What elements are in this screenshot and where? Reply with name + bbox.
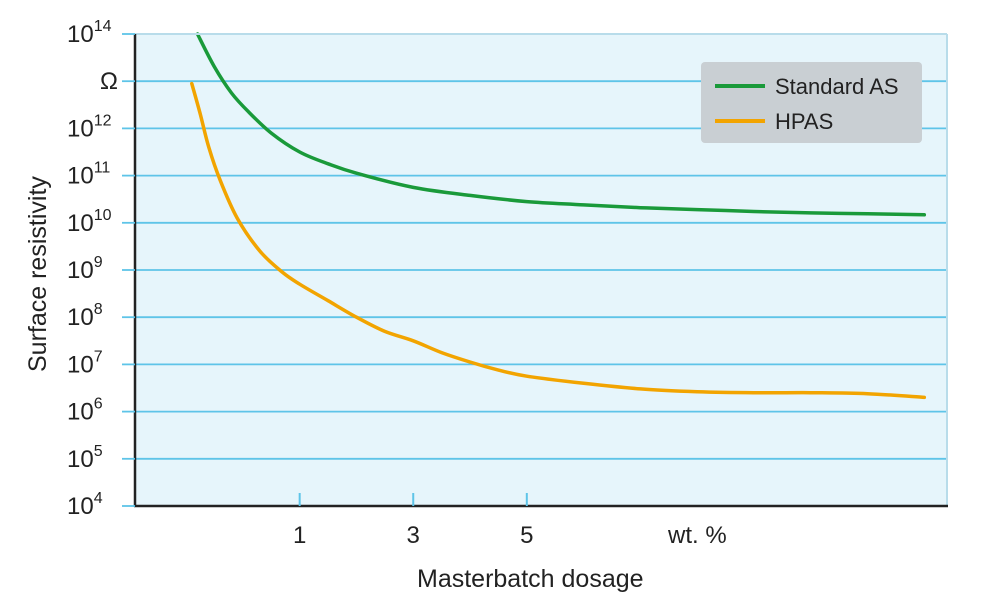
y-tick-label: 1011 bbox=[67, 160, 110, 190]
x-tick-label: 1 bbox=[293, 522, 306, 549]
y-tick-label: 1014 bbox=[67, 18, 112, 48]
series-lines bbox=[190, 32, 927, 400]
x-axis-title: Masterbatch dosage bbox=[417, 565, 644, 593]
y-tick-label: 109 bbox=[67, 254, 103, 284]
y-axis-title: Surface resistivity bbox=[24, 176, 52, 372]
y-tick-label: Ω bbox=[100, 68, 118, 95]
y-tick-label: 105 bbox=[67, 443, 103, 473]
y-tick-label: 1010 bbox=[67, 207, 112, 237]
y-tick-label: 107 bbox=[67, 348, 103, 378]
legend: Standard AS HPAS bbox=[701, 62, 922, 143]
y-tick-label: 104 bbox=[67, 490, 103, 520]
y-tick-label: 1012 bbox=[67, 112, 112, 142]
x-tick-label: 3 bbox=[407, 522, 420, 549]
series-line-1 bbox=[190, 81, 927, 400]
legend-label-hpas: HPAS bbox=[775, 109, 833, 134]
legend-label-standard-as: Standard AS bbox=[775, 74, 899, 99]
y-tick-label: 108 bbox=[67, 301, 103, 331]
grid-lines bbox=[135, 80, 947, 460]
series-line-0 bbox=[195, 32, 927, 217]
x-tick-label: 5 bbox=[520, 522, 533, 549]
y-tick-label: 106 bbox=[67, 396, 103, 426]
x-unit-label: wt. % bbox=[667, 522, 727, 549]
y-tick-labels: 1014 Ω 1012 1011 1010 109 108 107 106 105 104 bbox=[67, 18, 135, 520]
x-tick-labels: 1 3 5 bbox=[293, 493, 533, 549]
